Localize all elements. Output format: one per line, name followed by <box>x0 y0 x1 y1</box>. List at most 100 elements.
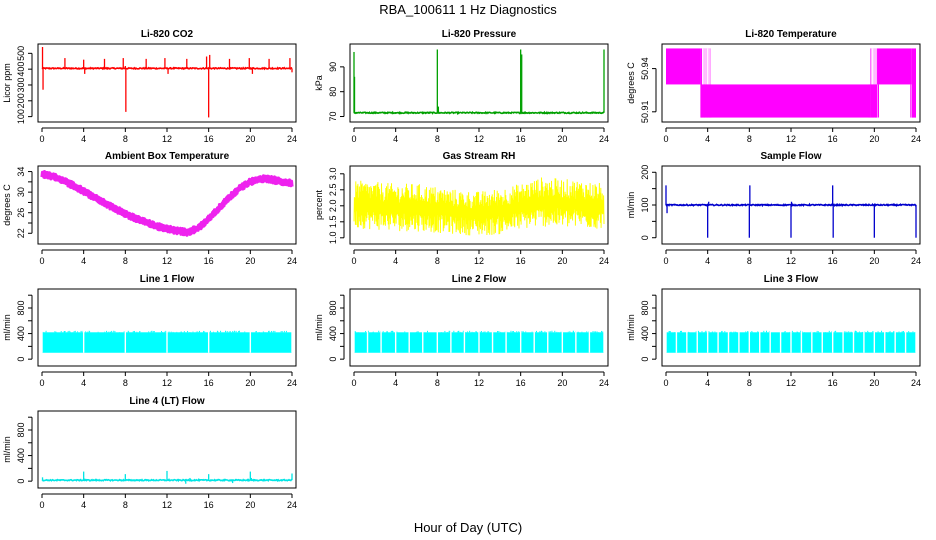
y-tick-label: 2.0 <box>328 200 338 213</box>
x-tick-label: 4 <box>81 256 86 266</box>
panel-title: Li-820 Temperature <box>745 29 837 40</box>
x-tick-label: 12 <box>162 134 172 144</box>
plot-frame <box>349 165 609 245</box>
y-tick-label: 500 <box>16 46 26 61</box>
series-licor_temp <box>666 48 916 118</box>
x-tick-label: 24 <box>287 500 297 510</box>
x-tick-label: 20 <box>245 500 255 510</box>
panel-title: Line 1 Flow <box>140 274 195 285</box>
plot-frame <box>37 43 297 123</box>
y-tick-label: 400 <box>16 62 26 77</box>
x-tick-label: 4 <box>393 378 398 388</box>
x-tick-label: 20 <box>245 378 255 388</box>
x-tick-label: 8 <box>123 378 128 388</box>
x-tick-label: 0 <box>39 134 44 144</box>
y-tick-label: 1.5 <box>328 216 338 229</box>
x-tick-label: 8 <box>435 378 440 388</box>
y-axis-label: degrees C <box>2 184 12 226</box>
y-tick-label: 0 <box>16 479 26 484</box>
x-tick-label: 12 <box>474 134 484 144</box>
y-tick-label: 26 <box>16 208 26 218</box>
y-tick-label: 3.0 <box>328 168 338 181</box>
x-tick-label: 8 <box>747 134 752 144</box>
y-tick-label: 100 <box>640 197 650 212</box>
panel-title: Line 2 Flow <box>452 274 507 285</box>
x-tick-label: 0 <box>663 378 668 388</box>
plot-frame <box>661 165 921 245</box>
y-tick-label: 300 <box>16 77 26 92</box>
x-tick-label: 16 <box>204 378 214 388</box>
y-tick-label: 800 <box>16 422 26 437</box>
x-tick-label: 4 <box>393 134 398 144</box>
x-tick-label: 0 <box>351 256 356 266</box>
figure-title: RBA_100611 1 Hz Diagnostics <box>379 2 557 17</box>
plot-frame <box>37 288 297 367</box>
series-co2 <box>41 47 293 118</box>
x-tick-label: 20 <box>557 256 567 266</box>
x-tick-label: 4 <box>393 256 398 266</box>
y-axis-label: ml/min <box>626 192 636 219</box>
x-tick-label: 12 <box>786 256 796 266</box>
x-tick-label: 20 <box>869 378 879 388</box>
plot-frame <box>349 288 609 367</box>
x-tick-label: 24 <box>287 134 297 144</box>
plot-frame <box>349 43 609 123</box>
y-tick-label: 90 <box>328 62 338 72</box>
x-tick-label: 12 <box>162 500 172 510</box>
x-tick-label: 12 <box>786 134 796 144</box>
x-tick-label: 4 <box>705 378 710 388</box>
panel-co2: Li-820 CO2 Licor ppm 0 4 8 12 16 20 24 1002003004… <box>2 29 297 144</box>
x-tick-label: 8 <box>123 500 128 510</box>
x-tick-label: 4 <box>81 378 86 388</box>
series-line4 <box>41 470 293 484</box>
y-tick-label: 22 <box>16 228 26 238</box>
x-tick-label: 8 <box>435 256 440 266</box>
x-tick-label: 20 <box>557 134 567 144</box>
panel-title: Sample Flow <box>760 151 821 162</box>
x-tick-label: 16 <box>204 256 214 266</box>
figure-xlabel: Hour of Day (UTC) <box>414 520 522 535</box>
y-tick-label: 200 <box>16 93 26 108</box>
panel-title: Line 4 (LT) Flow <box>129 396 205 407</box>
plot-frame <box>37 165 297 245</box>
y-tick-label: 0 <box>640 235 650 240</box>
ambient-line <box>40 170 294 237</box>
y-axis-label: percent <box>314 189 324 220</box>
x-tick-label: 0 <box>351 134 356 144</box>
x-tick-label: 24 <box>599 134 609 144</box>
y-tick-label: 2.5 <box>328 184 338 197</box>
y-tick-label: 70 <box>328 112 338 122</box>
y-axis-label: ml/min <box>626 314 636 341</box>
panel-title: Li-820 CO2 <box>141 29 194 40</box>
x-tick-label: 24 <box>287 256 297 266</box>
y-tick-label: 0 <box>16 357 26 362</box>
y-axis-label: ml/min <box>2 314 12 341</box>
temp-band-1 <box>700 48 711 118</box>
y-tick-label: 400 <box>328 326 338 341</box>
x-tick-label: 24 <box>287 378 297 388</box>
series-line1 <box>41 330 293 353</box>
panel-ambient: Ambient Box Temperature degrees C 0 4 8 12 16 2… <box>2 151 297 266</box>
y-tick-label: 34 <box>16 167 26 177</box>
y-tick-label: 0 <box>640 357 650 362</box>
series-ambient <box>40 170 294 237</box>
series-sample_flow <box>665 185 917 238</box>
y-tick-label: 1.0 <box>328 232 338 245</box>
panel-title: Li-820 Pressure <box>442 29 517 40</box>
x-tick-label: 12 <box>786 378 796 388</box>
x-tick-label: 16 <box>204 134 214 144</box>
baseline-trace <box>41 66 293 71</box>
panel-line4: Line 4 (LT) Flow ml/min 0 4 8 12 16 20 24 0 400 800 <box>2 396 297 510</box>
x-tick-label: 0 <box>351 378 356 388</box>
x-tick-label: 20 <box>245 134 255 144</box>
x-tick-label: 16 <box>828 134 838 144</box>
x-tick-label: 20 <box>557 378 567 388</box>
x-tick-label: 24 <box>911 134 921 144</box>
x-tick-label: 16 <box>516 256 526 266</box>
x-tick-label: 12 <box>162 256 172 266</box>
y-tick-label: 100 <box>16 109 26 124</box>
x-tick-label: 4 <box>705 134 710 144</box>
panel-title: Ambient Box Temperature <box>105 151 230 162</box>
x-tick-label: 4 <box>81 500 86 510</box>
